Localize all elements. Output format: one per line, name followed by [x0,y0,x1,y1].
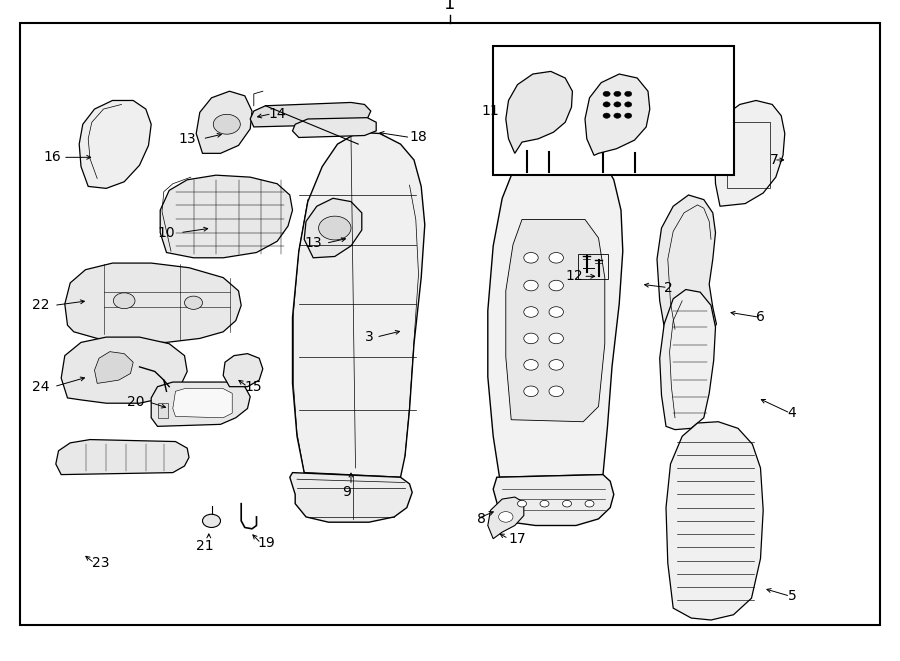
Text: 4: 4 [788,406,796,420]
Circle shape [549,333,563,344]
Text: 24: 24 [32,379,50,394]
Circle shape [549,360,563,370]
Text: 20: 20 [127,395,144,409]
Circle shape [524,253,538,263]
Text: 14: 14 [268,106,286,121]
Polygon shape [506,71,572,153]
Polygon shape [657,195,716,340]
Text: 5: 5 [788,589,796,603]
Text: 23: 23 [92,556,109,570]
Circle shape [625,113,632,118]
Polygon shape [61,337,187,403]
Text: 2: 2 [664,280,673,295]
Text: 8: 8 [477,512,486,526]
Polygon shape [290,473,412,522]
Polygon shape [292,118,376,137]
Bar [158,403,168,418]
Circle shape [518,500,526,507]
Circle shape [319,216,351,240]
Polygon shape [585,74,650,155]
Circle shape [549,280,563,291]
Bar [578,254,608,279]
Polygon shape [65,263,241,342]
Circle shape [540,500,549,507]
Polygon shape [488,140,623,477]
Polygon shape [660,290,716,430]
Circle shape [625,91,632,97]
Text: 18: 18 [410,130,427,145]
Polygon shape [715,100,785,206]
Text: 9: 9 [342,485,351,499]
Polygon shape [223,354,263,387]
Polygon shape [666,422,763,620]
Polygon shape [196,91,252,153]
Polygon shape [56,440,189,475]
Bar [727,122,770,188]
Circle shape [184,296,202,309]
Polygon shape [94,352,133,383]
Circle shape [603,113,610,118]
Circle shape [614,113,621,118]
Circle shape [524,333,538,344]
Circle shape [585,500,594,507]
Text: 21: 21 [196,539,214,553]
Polygon shape [151,382,250,426]
Polygon shape [493,475,614,525]
Circle shape [524,280,538,291]
Polygon shape [488,497,524,539]
Polygon shape [173,389,232,418]
Circle shape [549,253,563,263]
Text: 16: 16 [43,150,61,165]
Circle shape [614,91,621,97]
Circle shape [549,386,563,397]
Circle shape [625,102,632,107]
Text: 22: 22 [32,298,50,313]
Text: 6: 6 [756,310,765,325]
Text: 13: 13 [304,236,322,251]
Text: 10: 10 [158,225,176,240]
Polygon shape [304,198,362,258]
Circle shape [213,114,240,134]
Polygon shape [160,175,292,258]
Circle shape [603,91,610,97]
Text: 15: 15 [245,379,263,394]
Polygon shape [79,100,151,188]
Polygon shape [292,132,425,477]
Circle shape [499,512,513,522]
Circle shape [614,102,621,107]
Polygon shape [506,219,605,422]
Text: 19: 19 [257,536,275,551]
Circle shape [524,360,538,370]
Text: 11: 11 [482,104,500,118]
Circle shape [524,386,538,397]
Circle shape [113,293,135,309]
Polygon shape [250,102,371,127]
Circle shape [603,102,610,107]
Text: 7: 7 [770,153,778,167]
Text: 3: 3 [364,330,373,344]
Text: 17: 17 [508,531,526,546]
Circle shape [202,514,220,527]
Circle shape [549,307,563,317]
Bar [493,46,734,175]
Text: 1: 1 [445,0,455,13]
Text: 13: 13 [178,132,196,146]
Text: 12: 12 [565,269,583,284]
Circle shape [524,307,538,317]
Circle shape [562,500,572,507]
